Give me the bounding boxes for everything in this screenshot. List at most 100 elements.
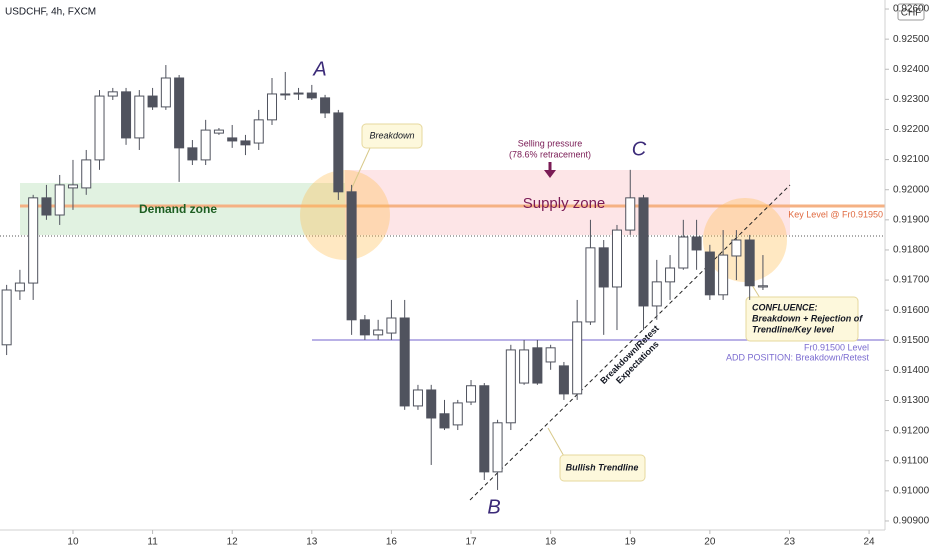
candle-body (320, 97, 331, 114)
candle-body (346, 191, 357, 321)
point-label: B (487, 496, 500, 518)
candle-body (625, 197, 636, 231)
candle-body (253, 119, 264, 144)
x-tick-label: 19 (625, 537, 637, 548)
callout-text: (78.6% retracement) (509, 149, 591, 159)
candle-body (54, 184, 65, 216)
candle-body (598, 247, 609, 288)
candle-body (731, 239, 742, 257)
candle-body (466, 385, 477, 403)
callout-text: Selling pressure (518, 138, 583, 148)
leader-line (547, 427, 566, 459)
currency-label: CHF (901, 8, 922, 19)
candle-body (704, 251, 715, 296)
candle-body (81, 159, 92, 189)
candle-body (107, 91, 118, 97)
candle-body (293, 92, 304, 95)
candle-body (227, 137, 238, 142)
candle-body (41, 197, 52, 216)
candle-body (691, 236, 702, 251)
y-tick-label: 0.92500 (893, 34, 930, 45)
y-tick-label: 0.91900 (893, 214, 930, 225)
candle-body (585, 247, 596, 323)
candle-body (359, 319, 370, 336)
candle-body (412, 389, 423, 407)
y-tick-label: 0.91000 (893, 485, 930, 496)
x-tick-label: 13 (306, 537, 318, 548)
x-tick-label: 10 (67, 537, 79, 548)
chart-title: USDCHF, 4h, FXCM (5, 7, 96, 18)
candle-body (452, 402, 463, 426)
candle-body (651, 281, 662, 307)
candle-body (174, 77, 185, 149)
candle-body (67, 184, 78, 189)
candle-body (505, 349, 516, 424)
candle-body (426, 389, 437, 419)
level-text: Fr0.91500 Level (804, 342, 869, 352)
level-text: ADD POSITION: Breakdown/Retest (726, 352, 870, 362)
candle-body (492, 422, 503, 473)
x-tick-label: 11 (147, 537, 158, 548)
callout-text: CONFLUENCE: (752, 302, 818, 312)
candle-body (519, 349, 530, 384)
demand-zone-box (20, 183, 345, 235)
candle-body (94, 95, 105, 161)
zone-label: Supply zone (523, 195, 606, 212)
candle-body (558, 365, 569, 395)
candle-body (160, 77, 171, 108)
candle-body (280, 93, 291, 96)
candle-body (187, 147, 198, 161)
candle-body (439, 413, 450, 429)
candle-body (572, 321, 583, 395)
y-tick-label: 0.91500 (893, 335, 930, 346)
y-tick-label: 0.92400 (893, 64, 930, 75)
point-label: A (312, 58, 326, 80)
candle-body (306, 92, 317, 99)
y-tick-label: 0.91300 (893, 395, 930, 406)
callout-text: Bullish Trendline (566, 462, 639, 472)
x-tick-label: 17 (465, 537, 477, 548)
candle-body (386, 317, 397, 334)
currency-badge (897, 3, 925, 21)
y-tick-label: 0.92300 (893, 94, 930, 105)
candle-body (611, 229, 622, 288)
y-tick-label: 0.91100 (893, 455, 929, 466)
candle-body (240, 140, 251, 146)
x-tick-label: 23 (784, 537, 796, 548)
level-text: Key Level @ Fr0.91950 (788, 209, 883, 219)
highlight-circle (300, 170, 390, 260)
candle-body (545, 347, 556, 363)
candle-body (121, 91, 132, 139)
y-tick-label: 0.91200 (893, 425, 930, 436)
y-tick-label: 0.91800 (893, 245, 930, 256)
callout-text: Trendline/Key level (752, 324, 834, 334)
leader-line (751, 284, 761, 299)
candle-body (718, 254, 729, 296)
y-tick-label: 0.92100 (893, 154, 930, 165)
confluence-box (745, 296, 859, 342)
y-tick-label: 0.92200 (893, 124, 930, 135)
y-tick-label: 0.91700 (893, 275, 930, 286)
candle-body (479, 385, 490, 473)
candle-body (333, 112, 344, 193)
candle-body (200, 129, 211, 161)
x-tick-label: 20 (704, 537, 716, 548)
candle-body (1, 289, 12, 346)
candle-body (638, 197, 649, 307)
y-tick-label: 0.92600 (893, 4, 930, 15)
candle-body (134, 95, 145, 139)
candle-body (28, 197, 39, 284)
callout-text: Breakdown (369, 130, 414, 140)
candle-body (678, 236, 689, 269)
y-tick-label: 0.91600 (893, 305, 930, 316)
leader-line (349, 147, 371, 193)
supply-zone-box (345, 170, 790, 235)
candle-body (665, 267, 676, 283)
x-tick-label: 12 (227, 537, 239, 548)
trendline-box (559, 454, 646, 482)
trendline-label: Breakdown/Retest Expectations (598, 323, 661, 386)
candle-body (373, 329, 384, 336)
candle-body (213, 129, 224, 134)
y-tick-label: 0.91400 (893, 365, 930, 376)
